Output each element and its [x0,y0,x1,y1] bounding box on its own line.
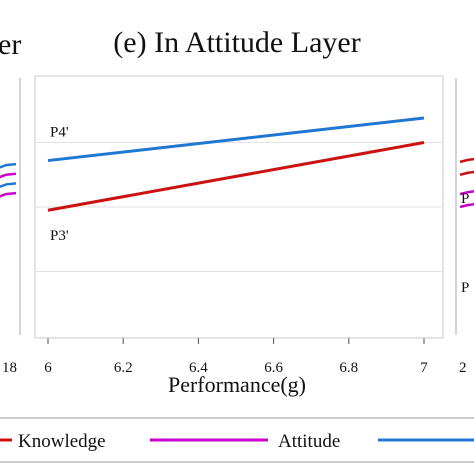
x-tick-label-1: 6.2 [114,360,133,376]
x-tick-label-3: 6.6 [264,360,283,376]
right-panel-lines [459,157,474,209]
left-partial-panel: er 18 [0,28,21,376]
left-panel-lines [0,162,17,198]
legend-label-0: Knowledge [18,431,106,452]
x-tick-label-5: 7 [420,360,428,376]
series-labels: P4' P3' [50,125,69,245]
right-line-1 [459,190,474,196]
x-axis-label: Performance(g) [168,372,306,397]
right-line-3 [459,157,474,164]
right-line-0 [459,202,474,209]
x-axis-ticks: 6 6.2 6.4 6.6 6.8 7 [44,338,428,376]
x-tick-label-2: 6.4 [189,360,208,376]
left-line-3 [0,162,17,169]
x-tick-label-4: 6.8 [339,360,358,376]
x-tick-label-0: 6 [44,360,52,376]
legend-label-1: Attitude [278,431,340,452]
series-lines [47,116,425,212]
series-label-0: P4' [50,125,69,141]
series-line-1 [47,141,425,212]
legend: Knowledge Attitude [0,417,474,463]
right-line-2 [459,170,474,176]
plot-frame [34,75,444,339]
series-label-1: P3' [50,228,69,244]
right-panel-label-bottom: P [461,280,469,296]
left-line-0 [0,191,17,198]
chart-title: (e) In Attitude Layer [113,26,360,59]
left-panel-tick-label: 18 [2,360,17,376]
left-line-2 [0,172,17,179]
right-panel-tick-label: 2 [459,360,467,376]
left-line-1 [0,182,17,189]
series-line-0 [47,116,425,163]
right-panel-label-top: P [461,191,469,207]
left-panel-title-fragment: er [0,28,21,61]
main-chart-panel: (e) In Attitude Layer 6 6.2 6.4 6.6 6.8 7 P4'… [34,26,444,397]
right-partial-panel: P P 2 [455,78,474,376]
gridlines [36,142,442,272]
